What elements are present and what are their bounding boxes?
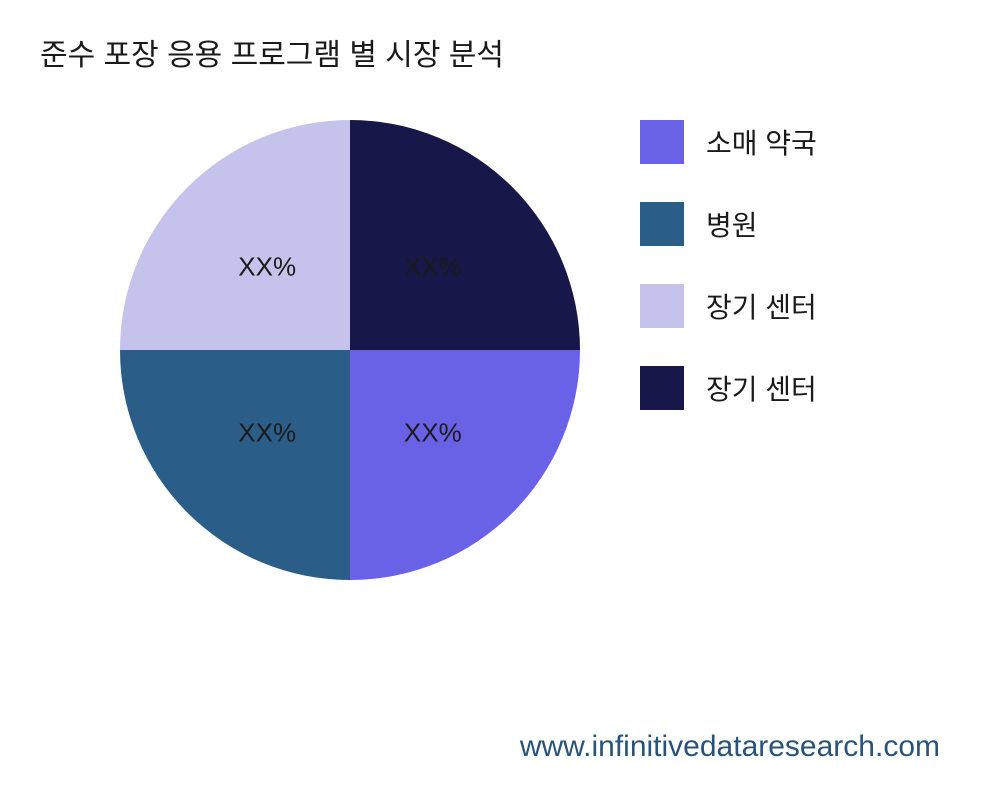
pie-slice-label: XX%	[404, 252, 462, 283]
legend-item: 장기 센터	[640, 284, 817, 328]
pie-slice-label: XX%	[404, 417, 462, 448]
legend-item: 장기 센터	[640, 366, 817, 410]
pie-slice-label: XX%	[238, 252, 296, 283]
pie-slice-label: XX%	[238, 417, 296, 448]
legend-swatch	[640, 202, 684, 246]
legend-swatch	[640, 120, 684, 164]
pie-body	[120, 120, 580, 580]
legend-item: 병원	[640, 202, 817, 246]
legend: 소매 약국병원장기 센터장기 센터	[640, 120, 817, 448]
legend-label: 장기 센터	[706, 368, 817, 408]
chart-title: 준수 포장 응용 프로그램 별 시장 분석	[40, 30, 504, 74]
legend-item: 소매 약국	[640, 120, 817, 164]
legend-swatch	[640, 366, 684, 410]
pie-chart: XX% XX% XX% XX%	[120, 120, 580, 580]
legend-label: 소매 약국	[706, 122, 817, 162]
legend-swatch	[640, 284, 684, 328]
footer-link[interactable]: www.infinitivedataresearch.com	[520, 730, 940, 764]
legend-label: 장기 센터	[706, 286, 817, 326]
legend-label: 병원	[706, 204, 758, 244]
